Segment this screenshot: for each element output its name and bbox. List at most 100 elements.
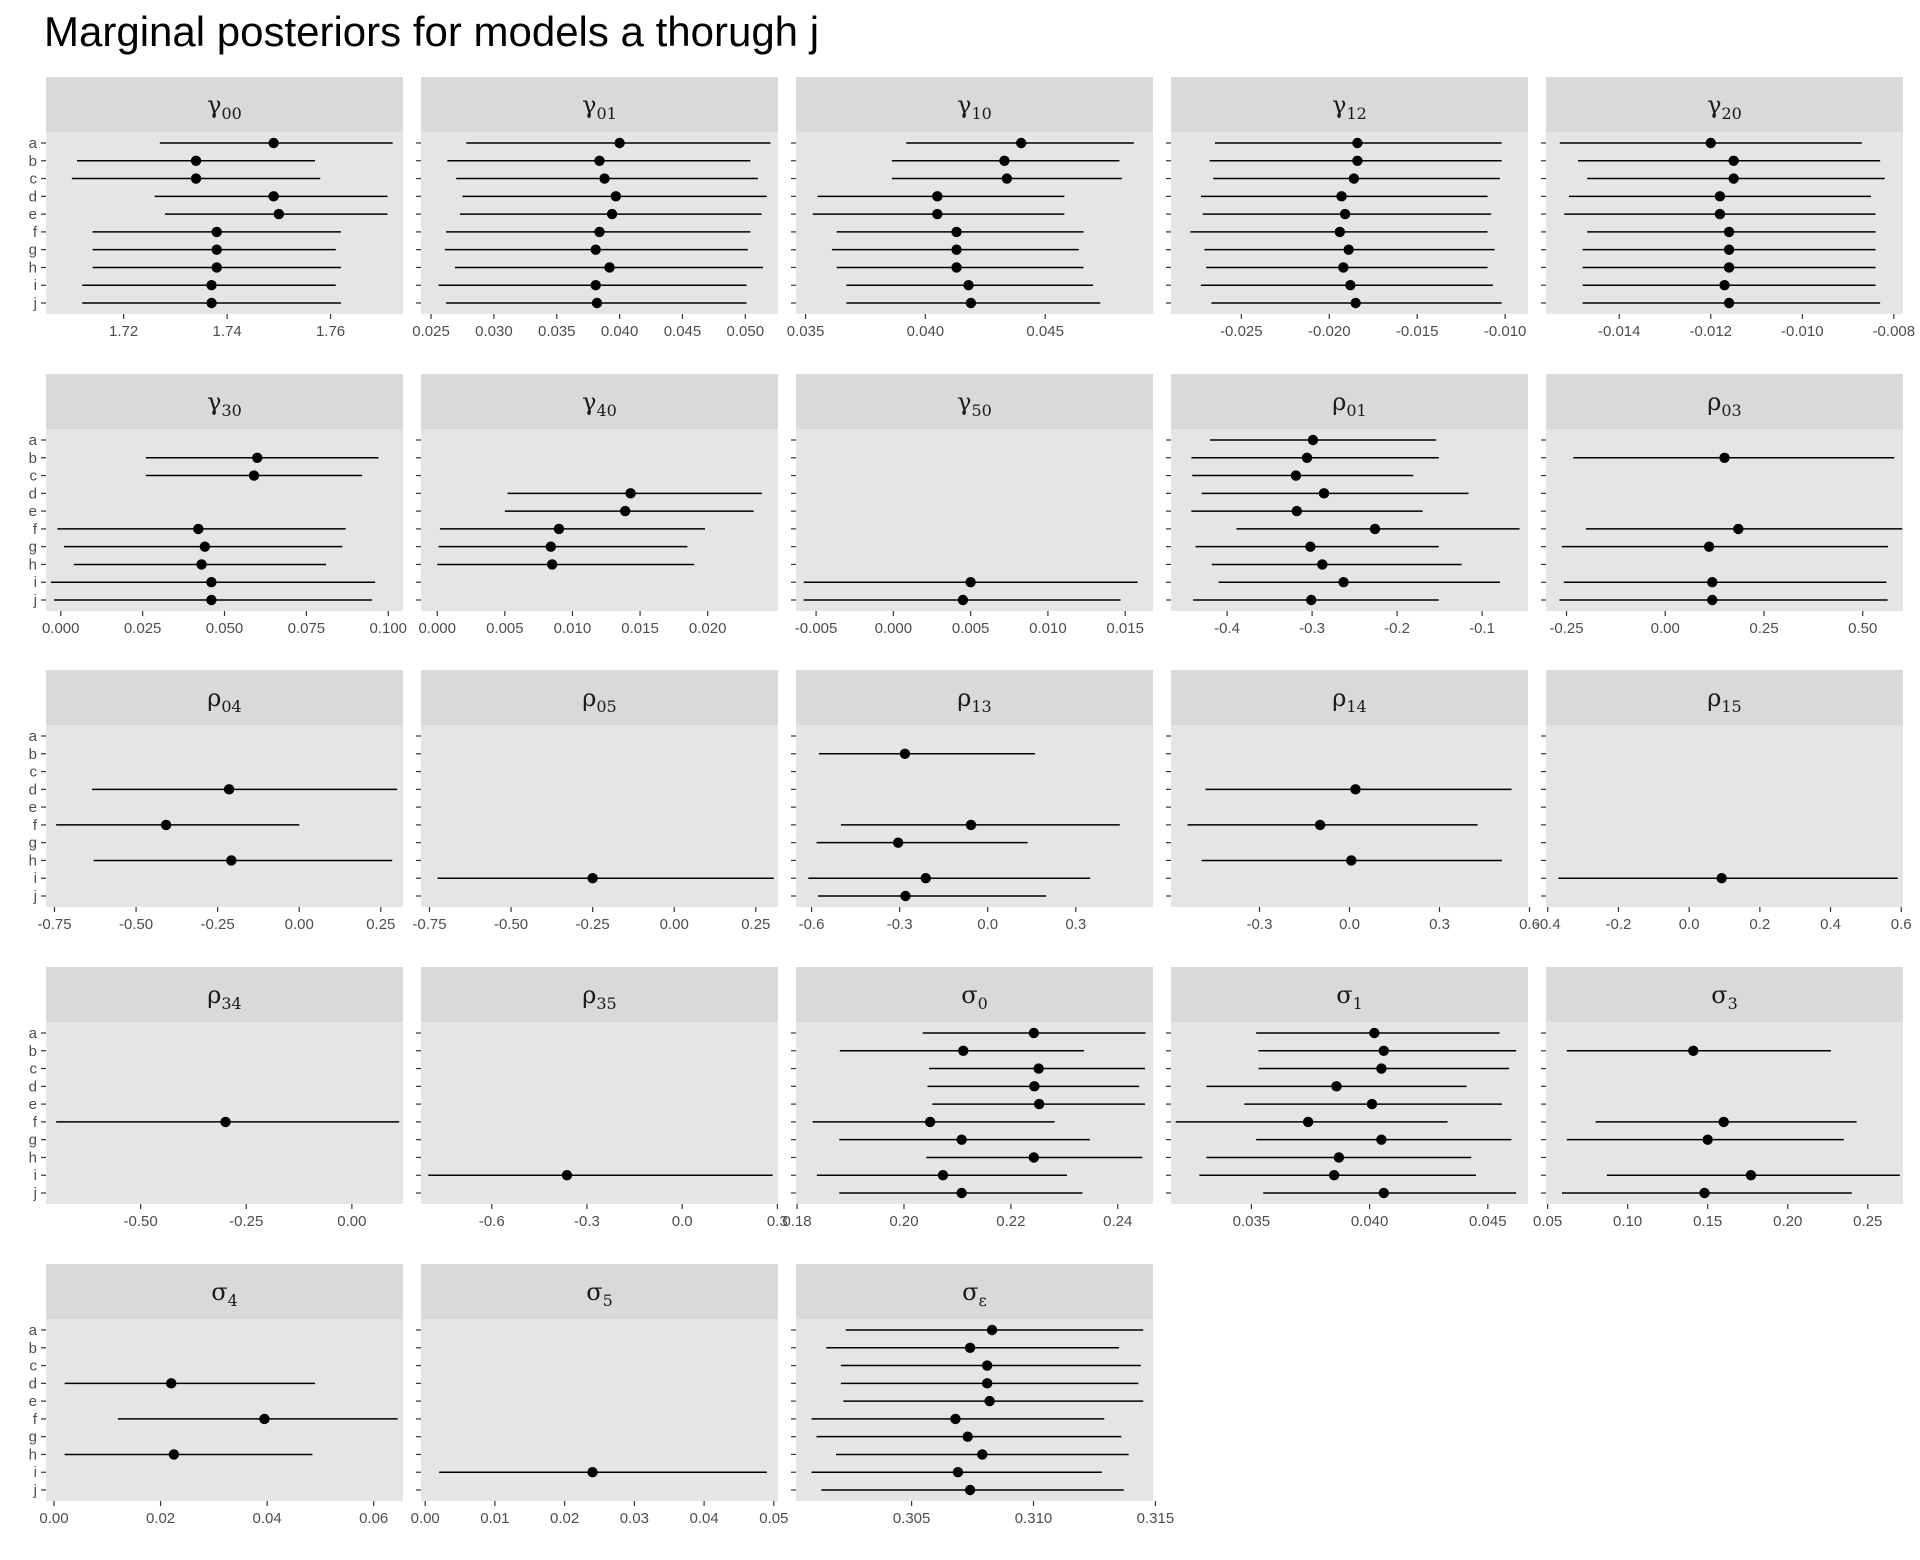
x-tick-label: -0.25: [576, 916, 610, 933]
estimate-point: [546, 559, 558, 570]
x-tick-label: 0.00: [285, 916, 314, 933]
y-tick-label: f: [33, 521, 38, 538]
estimate-point: [206, 297, 217, 309]
x-tick-label: 0.50: [1848, 620, 1877, 637]
estimate-point: [981, 1378, 993, 1389]
y-tick-label: g: [29, 1429, 37, 1446]
panel-background: [46, 132, 403, 314]
x-tick-label: 0.00: [337, 1213, 366, 1230]
x-tick-label: 0.15: [1693, 1213, 1722, 1230]
estimate-point: [268, 191, 279, 202]
x-tick-label: 0.22: [996, 1213, 1025, 1230]
x-tick-label: 0.0: [977, 916, 998, 933]
x-tick-label: 0.040: [1351, 1213, 1389, 1230]
estimate-point: [619, 505, 631, 517]
estimate-point: [223, 784, 235, 795]
y-tick-label: e: [29, 503, 37, 520]
estimate-point: [900, 890, 911, 902]
panel-background: [421, 429, 778, 611]
facet-strip-label: ρ03: [1707, 388, 1741, 420]
estimate-point: [591, 297, 603, 309]
x-tick-label: -0.014: [1598, 323, 1641, 340]
estimate-point: [1307, 434, 1319, 446]
estimate-point: [1723, 244, 1735, 255]
facet-panel: γ50 -0.005 0.000 0.005 0.010 0.015: [791, 374, 1153, 637]
page-title: Marginal posteriors for models a thorugh…: [44, 8, 820, 55]
facet-strip-label: σ4: [211, 1278, 238, 1310]
facet-strip-label: γ01: [582, 91, 617, 123]
facet-strip: [1546, 967, 1903, 1022]
facet-strip-label: ρ15: [1707, 684, 1741, 716]
facet-strip: [46, 374, 403, 429]
x-tick-label: 0.20: [889, 1213, 918, 1230]
x-tick-label: 0.05: [1533, 1213, 1562, 1230]
estimate-point: [1350, 784, 1361, 795]
estimate-point: [1718, 1116, 1729, 1128]
x-tick-label: 0.100: [369, 620, 407, 637]
estimate-point: [984, 1395, 995, 1407]
estimate-point: [1728, 173, 1739, 184]
facet-strip-label: γ10: [957, 91, 992, 123]
estimate-point: [1291, 505, 1303, 517]
estimate-point: [1028, 1027, 1040, 1039]
panel-background: [796, 1022, 1153, 1204]
facet-strip: [46, 670, 403, 725]
estimate-point: [1290, 470, 1302, 481]
y-tick-label: j: [33, 295, 37, 312]
x-tick-label: 0.25: [366, 916, 395, 933]
estimate-point: [1352, 155, 1363, 166]
estimate-point: [1302, 1116, 1314, 1128]
estimate-point: [1714, 208, 1726, 220]
x-tick-label: -0.75: [412, 916, 446, 933]
facet-strip-label: σ1: [1336, 981, 1363, 1013]
y-tick-label: j: [33, 888, 37, 905]
estimate-point: [553, 523, 565, 535]
x-tick-label: 0.025: [124, 620, 162, 637]
y-tick-label: e: [29, 799, 37, 816]
x-tick-label: 0.24: [1103, 1213, 1132, 1230]
x-tick-label: 0.01: [480, 1510, 509, 1527]
x-tick-label: 0.00: [660, 916, 689, 933]
facet-panel: ρ35 -0.6 -0.3 0.0 0.3: [416, 967, 788, 1230]
panel-background: [421, 1319, 778, 1501]
x-tick-label: 1.74: [212, 323, 241, 340]
y-tick-label: g: [29, 242, 37, 259]
x-tick-label: 0.035: [787, 323, 825, 340]
y-tick-label: d: [29, 485, 37, 502]
estimate-point: [1333, 1152, 1345, 1163]
x-tick-label: -0.50: [494, 916, 528, 933]
y-tick-label: a: [29, 1322, 38, 1339]
facet-strip-label: ρ05: [582, 684, 616, 716]
x-tick-label: -0.012: [1689, 323, 1732, 340]
estimate-point: [1001, 173, 1013, 184]
x-tick-label: 0.2: [1749, 916, 1770, 933]
x-tick-label: 0.10: [1613, 1213, 1642, 1230]
facet-strip-label: σ0: [961, 981, 988, 1013]
estimate-point: [892, 837, 904, 848]
estimate-point: [1318, 488, 1330, 499]
estimate-point: [614, 137, 625, 149]
estimate-point: [1723, 297, 1735, 309]
facet-panel: γ40 0.000 0.005 0.010 0.015 0.020: [416, 374, 778, 637]
x-tick-label: 0.18: [782, 1213, 811, 1230]
y-tick-label: a: [29, 728, 38, 745]
estimate-point: [1345, 280, 1356, 291]
estimate-point: [590, 244, 601, 255]
facet-strip: [796, 374, 1153, 429]
facet-strip-label: ρ34: [207, 981, 241, 1013]
facet-strip: [421, 77, 778, 132]
y-tick-label: b: [29, 1340, 37, 1357]
y-tick-label: b: [29, 153, 37, 170]
x-tick-label: 0.045: [664, 323, 702, 340]
x-tick-label: -0.020: [1308, 323, 1351, 340]
y-tick-label: a: [29, 135, 38, 152]
estimate-point: [206, 594, 217, 606]
y-tick-label: b: [29, 1043, 37, 1060]
facet-strip: [796, 967, 1153, 1022]
y-tick-label: i: [34, 1464, 37, 1481]
estimate-point: [986, 1324, 998, 1336]
facet-panel: γ10 0.035 0.040 0.045: [787, 77, 1153, 340]
estimate-point: [599, 173, 610, 184]
facet-strip-label: σ3: [1711, 981, 1738, 1013]
